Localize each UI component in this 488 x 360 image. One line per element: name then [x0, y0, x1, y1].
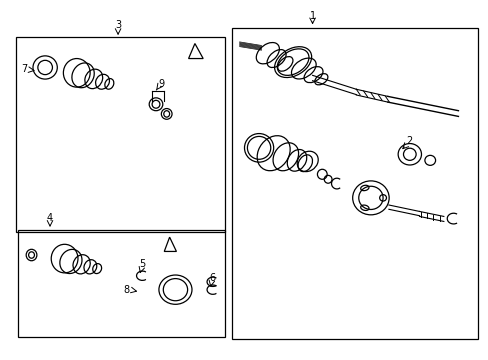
Text: 4: 4: [47, 212, 53, 222]
Text: 5: 5: [139, 259, 145, 269]
Text: 2: 2: [406, 136, 412, 146]
Text: 3: 3: [115, 19, 121, 30]
Text: 7: 7: [21, 64, 28, 74]
Text: 1: 1: [309, 11, 315, 21]
Bar: [232, 28, 477, 339]
Text: 8: 8: [123, 285, 130, 295]
Bar: [19, 230, 224, 337]
Text: 9: 9: [159, 78, 164, 89]
Bar: [16, 37, 224, 232]
Text: 6: 6: [209, 273, 216, 283]
